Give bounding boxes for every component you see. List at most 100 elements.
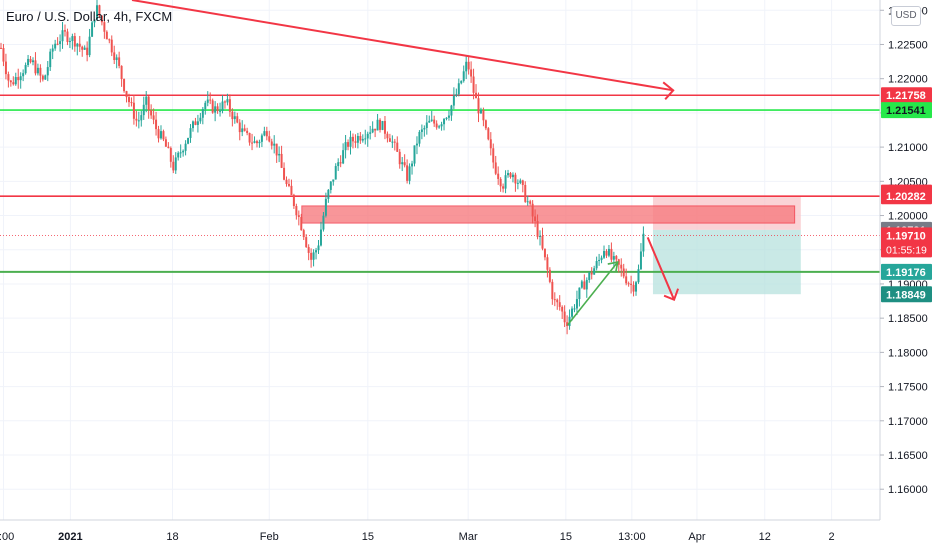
candle-body: [561, 306, 564, 312]
candle-body: [354, 141, 357, 143]
candle-body: [265, 131, 268, 137]
resistance-trendline: [131, 0, 674, 92]
supply-zone-rectangle: [301, 205, 796, 224]
candle-body: [499, 178, 502, 187]
candle-body: [39, 67, 42, 76]
candle-body: [191, 121, 194, 129]
candle-body: [509, 173, 512, 178]
candle-body: [337, 162, 340, 167]
candle-body: [511, 174, 514, 178]
candle-body: [226, 99, 229, 103]
candle-body: [575, 299, 578, 309]
candle-body: [610, 248, 613, 260]
candle-body: [467, 61, 470, 70]
candle-body: [290, 185, 293, 195]
candle-body: [546, 257, 549, 270]
support-arrowhead: [607, 261, 619, 273]
candle-body: [531, 203, 534, 217]
candle-body: [440, 124, 443, 127]
candle-body: [219, 110, 222, 112]
candle-body: [295, 206, 298, 216]
candle-body: [475, 92, 478, 99]
currency-button[interactable]: USD: [891, 6, 921, 26]
candle-body: [41, 75, 44, 80]
candle-body: [617, 259, 620, 265]
chart-title: Euro / U.S. Dollar, 4h, FXCM: [6, 9, 173, 24]
candle-body: [118, 57, 121, 66]
candle-body: [423, 128, 426, 130]
candle-body: [31, 60, 34, 63]
candle-body: [283, 167, 286, 180]
candle-body: [142, 104, 145, 116]
time-tick-label: 15: [362, 531, 374, 543]
candle-body: [155, 119, 158, 130]
candle-body: [93, 19, 96, 23]
candle-body: [369, 132, 372, 134]
candle-body: [305, 237, 308, 248]
candle-body: [487, 128, 490, 140]
price-tick-label: 1.21000: [888, 142, 928, 154]
candle-body: [54, 43, 57, 49]
candle-body: [189, 128, 192, 138]
candle-body: [359, 135, 362, 141]
time-tick-label: 15: [560, 531, 572, 543]
drawing-layer: [131, 0, 680, 326]
candle-body: [571, 308, 574, 317]
candle-body: [507, 173, 510, 176]
candle-body: [585, 279, 588, 290]
candle-body: [479, 110, 482, 114]
candle-body: [315, 250, 318, 253]
candle-body: [445, 117, 448, 119]
candle-body: [635, 282, 638, 292]
candle-body: [403, 162, 406, 166]
candle-body: [17, 77, 20, 81]
price-tick-label: 1.18000: [888, 347, 928, 359]
candle-body: [152, 115, 155, 120]
candle-body: [182, 150, 185, 153]
candle-body: [147, 96, 150, 111]
candle-body: [366, 133, 369, 139]
price-tick-label: 1.17000: [888, 416, 928, 428]
price-tick-label: 1.17500: [888, 382, 928, 394]
candle-body: [7, 74, 10, 81]
candle-body: [593, 268, 596, 275]
candle-body: [327, 189, 330, 199]
candle-body: [484, 120, 487, 129]
candle-body: [425, 122, 428, 129]
candle-body: [516, 182, 519, 184]
price-level-label: 1.20282: [886, 191, 926, 203]
candle-body: [132, 102, 135, 119]
candle-body: [4, 61, 7, 75]
candle-body: [110, 39, 113, 53]
candle-body: [332, 179, 335, 182]
candle-body: [275, 143, 278, 156]
time-tick-label: 18: [166, 531, 178, 543]
candle-body: [452, 95, 455, 106]
candle-body: [563, 311, 566, 323]
candle-body: [258, 141, 261, 144]
candle-body: [172, 161, 175, 171]
candle-body: [573, 308, 576, 310]
price-level-label: 1.19176: [886, 267, 926, 279]
candle-body: [246, 130, 249, 134]
candle-body: [91, 22, 94, 37]
candle-body: [536, 220, 539, 237]
candle-body: [273, 143, 276, 146]
candle-body: [543, 248, 546, 258]
candle-body: [556, 299, 559, 303]
candle-body: [268, 136, 271, 142]
candle-body: [159, 131, 162, 139]
candle-body: [595, 261, 598, 269]
price-tick-label: 1.20000: [888, 211, 928, 223]
candle-body: [482, 110, 485, 121]
candle-body: [324, 198, 327, 216]
bearish-projection-arrow: [646, 237, 676, 301]
candle-body: [612, 256, 615, 260]
candle-body: [492, 148, 495, 163]
candle-body: [381, 121, 384, 130]
candle-body: [521, 180, 524, 185]
candle-body: [386, 133, 389, 139]
candle-body: [221, 101, 224, 111]
